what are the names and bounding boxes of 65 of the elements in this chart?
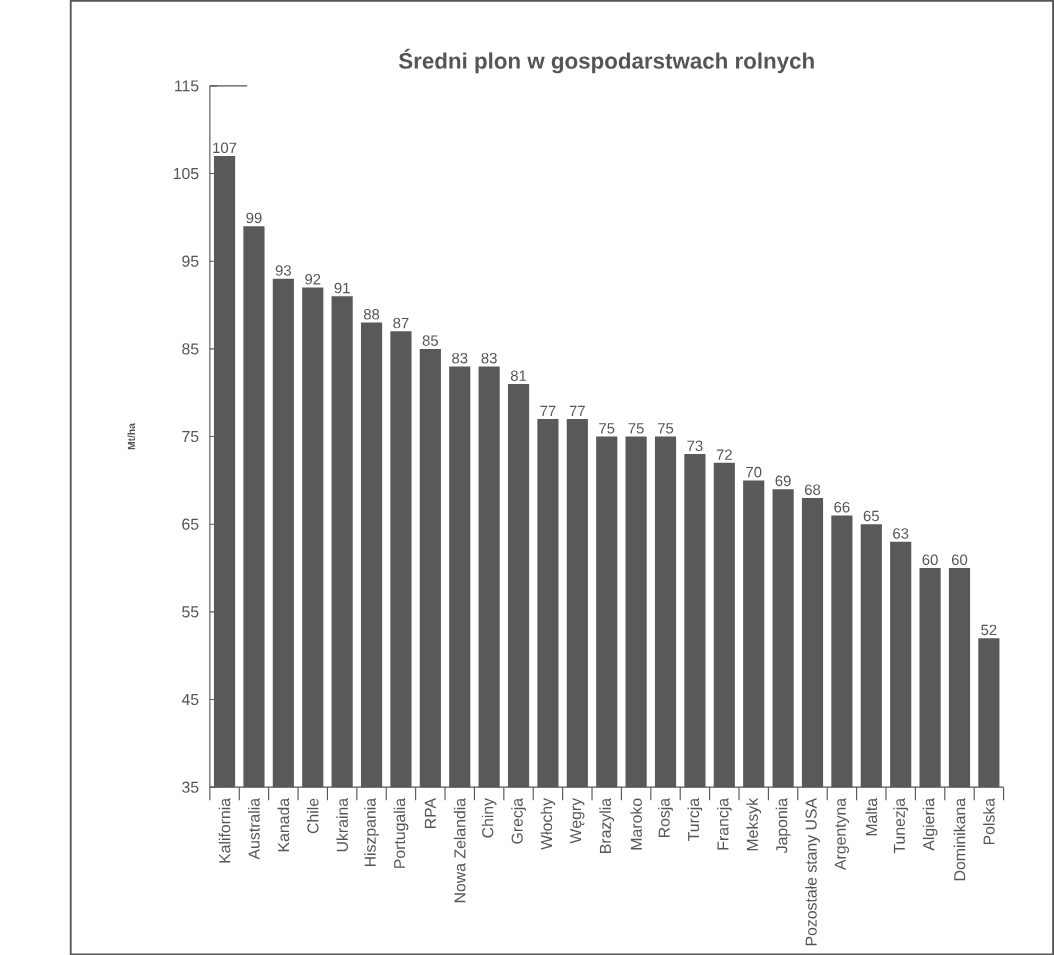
x-tick-label: Pozostałe stany USA	[805, 797, 820, 946]
x-tick-label: Węgry	[570, 797, 585, 844]
data-label: 81	[510, 370, 527, 381]
x-tick-label: Chiny	[481, 797, 497, 838]
x-tick-label: Dominikana	[953, 797, 966, 881]
data-label: 83	[481, 352, 497, 364]
x-tick-label: Tunezja	[893, 797, 909, 854]
x-tick-label: Polska	[983, 797, 995, 844]
data-label: 66	[834, 501, 850, 513]
data-label: 92	[305, 273, 321, 285]
data-label: 72	[716, 449, 732, 460]
y-tick-label: 105	[173, 167, 199, 180]
data-label: 60	[951, 554, 968, 565]
data-label: 88	[363, 308, 380, 320]
x-tick-label: Kanada	[277, 797, 290, 852]
x-tick-label: Nowa Zelandia	[453, 797, 466, 903]
y-tick-label: 75	[182, 430, 199, 442]
y-axis-title: Mt/ha	[127, 423, 136, 450]
y-tick-label: 95	[182, 255, 199, 267]
data-label: 75	[599, 423, 615, 434]
data-label: 83	[452, 352, 468, 364]
y-tick-label: 85	[182, 343, 199, 355]
x-tick-label: Maroko	[630, 798, 642, 850]
data-label: 73	[687, 440, 703, 451]
x-tick-label: Chile	[306, 798, 319, 834]
data-label: 107	[213, 142, 237, 153]
data-label: 75	[628, 423, 644, 434]
data-label: 91	[334, 282, 350, 294]
x-tick-label: Portugalia	[393, 797, 409, 868]
x-tick-label: Kalifornia	[218, 797, 231, 863]
x-tick-label: Rosja	[658, 797, 673, 837]
x-tick-label: Turcja	[687, 797, 703, 841]
data-label: 70	[746, 466, 762, 478]
x-tick-label: Brazylia	[599, 797, 615, 853]
data-label: 93	[275, 265, 291, 276]
x-tick-label: Grecja	[511, 797, 526, 844]
x-tick-label: Francja	[716, 797, 732, 850]
data-label: 52	[981, 624, 997, 636]
data-label: 85	[422, 335, 438, 346]
x-tick-label: Włochy	[540, 797, 556, 850]
data-label: 99	[246, 212, 262, 224]
y-tick-label: 55	[182, 606, 199, 618]
x-tick-label: Australia	[248, 797, 260, 860]
x-tick-label: Algieria	[922, 797, 938, 851]
data-label: 65	[863, 510, 879, 522]
y-tick-label: 115	[175, 80, 199, 92]
x-tick-label: Hiszpania	[364, 797, 379, 866]
data-label: 69	[775, 475, 791, 487]
data-label: 87	[393, 317, 409, 329]
y-tick-label: 35	[182, 781, 199, 793]
data-label: 77	[569, 405, 585, 416]
x-tick-label: Argentyna	[834, 797, 849, 870]
x-tick-label: Ukraina	[336, 797, 348, 852]
data-label: 63	[893, 528, 909, 539]
x-tick-label: Japonia	[775, 797, 791, 853]
y-tick-label: 45	[181, 693, 199, 705]
data-label: 77	[540, 405, 556, 416]
y-tick-label: 65	[182, 518, 199, 530]
data-label: 60	[922, 554, 938, 565]
data-label: 68	[804, 484, 821, 495]
x-tick-label: Meksyk	[746, 797, 762, 851]
data-label: 75	[658, 423, 674, 434]
x-tick-label: Malta	[865, 797, 878, 836]
x-tick-label: RPA	[424, 797, 436, 828]
chart-title: Średni plon w gospodarstwach rolnych	[398, 48, 814, 74]
